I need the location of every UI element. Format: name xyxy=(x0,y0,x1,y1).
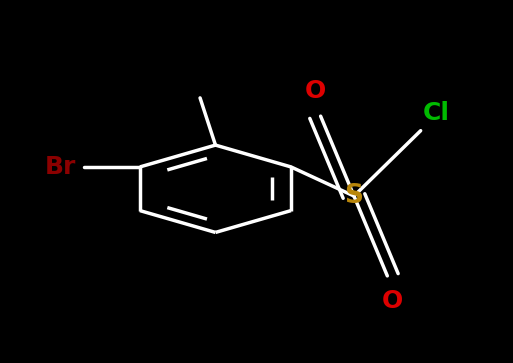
Text: O: O xyxy=(305,79,326,103)
Text: Br: Br xyxy=(45,155,76,179)
Text: Cl: Cl xyxy=(423,101,449,125)
Text: O: O xyxy=(382,289,403,313)
Text: S: S xyxy=(344,183,364,209)
